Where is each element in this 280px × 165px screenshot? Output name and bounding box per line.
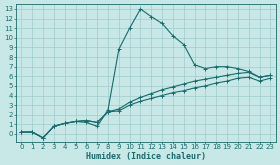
X-axis label: Humidex (Indice chaleur): Humidex (Indice chaleur) [86,152,206,161]
